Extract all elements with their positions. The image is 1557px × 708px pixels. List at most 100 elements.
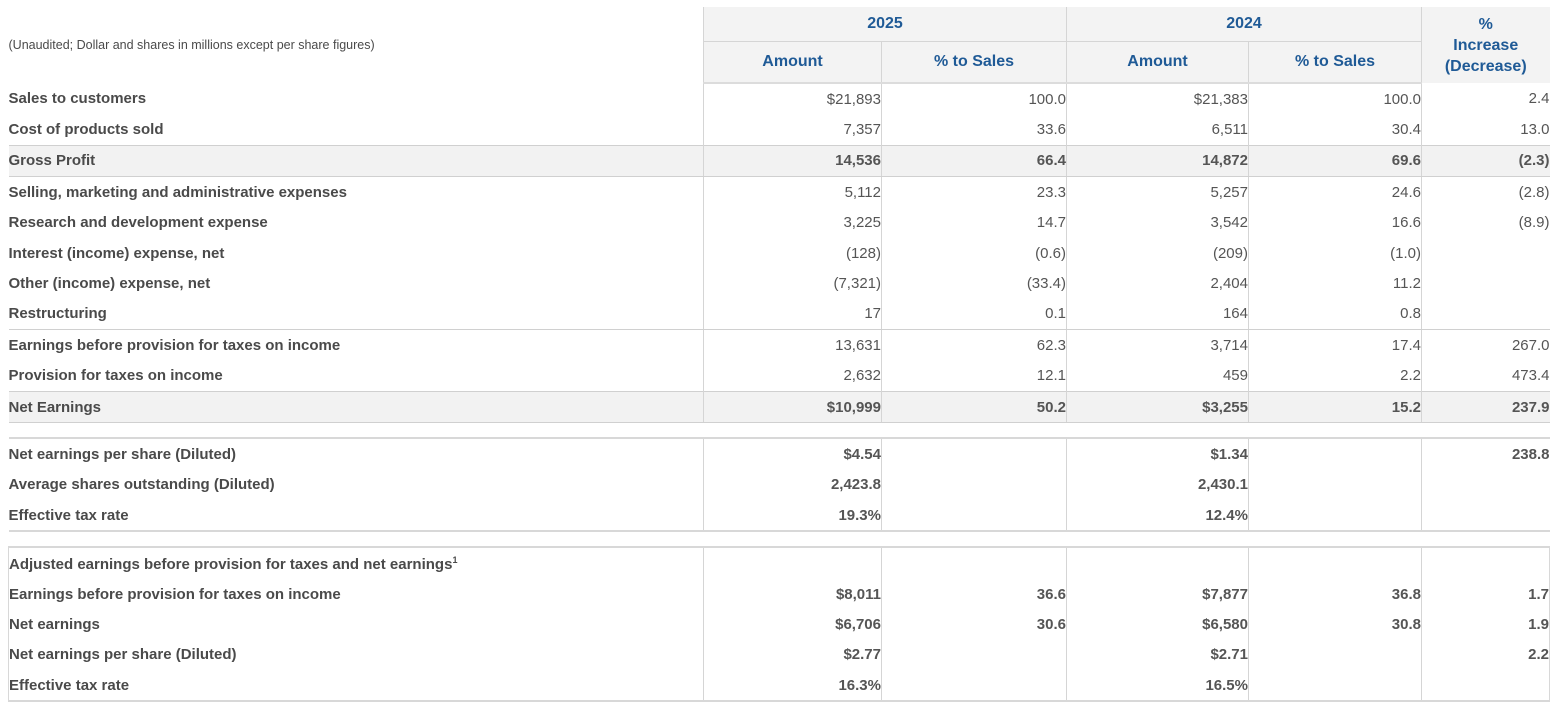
row-label: Net earnings per share (Diluted) bbox=[8, 639, 704, 671]
change-pct: 267.0 bbox=[1421, 329, 1550, 361]
change-header: % Increase (Decrease) bbox=[1421, 7, 1550, 83]
amount-2025: (7,321) bbox=[703, 268, 882, 299]
amount-2024: $2.71 bbox=[1066, 639, 1249, 671]
amount-2024: $7,877 bbox=[1066, 578, 1249, 610]
change-pct bbox=[1421, 237, 1550, 269]
pct-2024: 0.8 bbox=[1248, 298, 1422, 331]
empty-cell bbox=[1248, 546, 1422, 579]
amount-2025: 16.3% bbox=[703, 670, 882, 703]
pct-2025 bbox=[881, 500, 1067, 533]
amount-2024: 459 bbox=[1066, 360, 1249, 392]
amount-2025-header: Amount bbox=[703, 41, 882, 84]
pct-2025: 62.3 bbox=[881, 329, 1067, 361]
pct-2025: 36.6 bbox=[881, 578, 1067, 610]
change-pct: (2.8) bbox=[1421, 176, 1550, 208]
change-pct: (8.9) bbox=[1421, 207, 1550, 238]
row-label: Sales to customers bbox=[8, 90, 147, 108]
income-row: Interest (income) expense, net (128) (0.… bbox=[9, 237, 1550, 269]
income-row-net-earnings: Net Earnings $10,999 50.2 $3,255 15.2 23… bbox=[8, 390, 1550, 424]
pct-2024 bbox=[1248, 437, 1422, 470]
row-label: Provision for taxes on income bbox=[8, 367, 223, 385]
pct-2025: 50.2 bbox=[881, 390, 1067, 424]
change-pct: 237.9 bbox=[1421, 390, 1550, 424]
amount-2024: 2,404 bbox=[1066, 268, 1249, 299]
amount-2025: $2.77 bbox=[703, 639, 882, 671]
pct-2024: 36.8 bbox=[1248, 578, 1422, 610]
amount-2024: (209) bbox=[1066, 237, 1249, 269]
amount-2024: 5,257 bbox=[1066, 176, 1249, 208]
change-pct: 13.0 bbox=[1421, 114, 1550, 146]
adjusted-row: Net earnings $6,706 30.6 $6,580 30.8 1.9 bbox=[8, 609, 1550, 640]
per-share-row: Average shares outstanding (Diluted) 2,4… bbox=[9, 469, 1550, 501]
pct-2025: 33.6 bbox=[881, 114, 1067, 146]
income-row: Provision for taxes on income 2,632 12.1… bbox=[8, 360, 1550, 392]
amount-2024: 12.4% bbox=[1066, 500, 1249, 533]
income-row: Earnings before provision for taxes on i… bbox=[8, 329, 1550, 361]
adjusted-title-row: Adjusted earnings before provision for t… bbox=[8, 546, 1550, 579]
pct-sales-2025-header: % to Sales bbox=[881, 41, 1067, 84]
amount-2024: $1.34 bbox=[1066, 437, 1249, 470]
adjusted-row: Effective tax rate 16.3% 16.5% bbox=[8, 670, 1550, 703]
row-label: Cost of products sold bbox=[8, 121, 164, 139]
income-row: Sales to customers $21,893 100.0 $21,383… bbox=[8, 83, 1550, 115]
change-pct: 2.4 bbox=[1421, 83, 1550, 115]
empty-cell bbox=[1421, 546, 1550, 579]
pct-2024: 100.0 bbox=[1248, 83, 1422, 115]
amount-2025: 7,357 bbox=[703, 114, 882, 146]
amount-2025: 13,631 bbox=[703, 329, 882, 361]
amount-2025: 3,225 bbox=[703, 207, 882, 238]
income-row: Research and development expense 3,225 1… bbox=[9, 207, 1550, 238]
change-pct: (2.3) bbox=[1421, 144, 1550, 178]
row-label: Earnings before provision for taxes on i… bbox=[8, 336, 341, 354]
adjusted-title: Adjusted earnings before provision for t… bbox=[8, 546, 704, 579]
pct-2024: 17.4 bbox=[1248, 329, 1422, 361]
pct-2025 bbox=[881, 670, 1067, 703]
year-2024-header: 2024 bbox=[1066, 7, 1422, 42]
pct-2024: 15.2 bbox=[1248, 390, 1422, 424]
pct-2025: 14.7 bbox=[881, 207, 1067, 238]
change-header-line3: (Decrease) bbox=[1444, 57, 1527, 75]
change-pct bbox=[1421, 670, 1550, 703]
change-pct: 1.7 bbox=[1421, 578, 1550, 610]
pct-2024 bbox=[1248, 500, 1422, 533]
change-pct: 2.2 bbox=[1421, 639, 1550, 671]
income-row: Restructuring 17 0.1 164 0.8 bbox=[8, 298, 1550, 331]
income-row: Other (income) expense, net (7,321) (33.… bbox=[9, 268, 1550, 299]
year-header-row: (Unaudited; Dollar and shares in million… bbox=[9, 7, 1550, 83]
row-label: Restructuring bbox=[8, 298, 704, 331]
amount-2024: $21,383 bbox=[1066, 83, 1249, 115]
pct-2025: (0.6) bbox=[881, 237, 1067, 269]
amount-2025: 5,112 bbox=[703, 176, 882, 208]
amount-2025: $21,893 bbox=[703, 83, 882, 115]
pct-2024 bbox=[1248, 670, 1422, 703]
footnote-marker: 1 bbox=[452, 554, 458, 565]
table-note: (Unaudited; Dollar and shares in million… bbox=[8, 38, 375, 52]
adjusted-title-text: Adjusted earnings before provision for t… bbox=[9, 555, 453, 573]
amount-2024: 16.5% bbox=[1066, 670, 1249, 703]
pct-2024: 30.8 bbox=[1248, 609, 1422, 640]
change-pct bbox=[1421, 298, 1550, 331]
amount-2024: 2,430.1 bbox=[1066, 469, 1249, 501]
row-label: Effective tax rate bbox=[8, 500, 704, 533]
empty-cell bbox=[703, 546, 882, 579]
change-header-line2: Increase bbox=[1453, 36, 1519, 54]
pct-2024: 16.6 bbox=[1248, 207, 1422, 238]
row-label: Earnings before provision for taxes on i… bbox=[8, 578, 704, 610]
change-pct bbox=[1421, 268, 1550, 299]
amount-2024: 6,511 bbox=[1066, 114, 1249, 146]
column-header-row: Amount % to Sales Amount % to Sales bbox=[9, 41, 1550, 84]
income-row-gross-profit: Gross Profit 14,536 66.4 14,872 69.6 (2.… bbox=[8, 144, 1550, 178]
per-share-row: Effective tax rate 19.3% 12.4% bbox=[8, 500, 1550, 533]
pct-2025: (33.4) bbox=[881, 268, 1067, 299]
amount-2024: $6,580 bbox=[1066, 609, 1249, 640]
row-label: Gross Profit bbox=[8, 144, 704, 178]
change-pct bbox=[1421, 469, 1550, 501]
amount-2024-header: Amount bbox=[1066, 41, 1249, 84]
pct-2024: 11.2 bbox=[1248, 268, 1422, 299]
change-pct bbox=[1421, 500, 1550, 533]
pct-2024: 30.4 bbox=[1248, 114, 1422, 146]
pct-2025: 12.1 bbox=[881, 360, 1067, 392]
pct-2025 bbox=[881, 469, 1067, 501]
amount-2025: (128) bbox=[703, 237, 882, 269]
pct-2024: 24.6 bbox=[1248, 176, 1422, 208]
